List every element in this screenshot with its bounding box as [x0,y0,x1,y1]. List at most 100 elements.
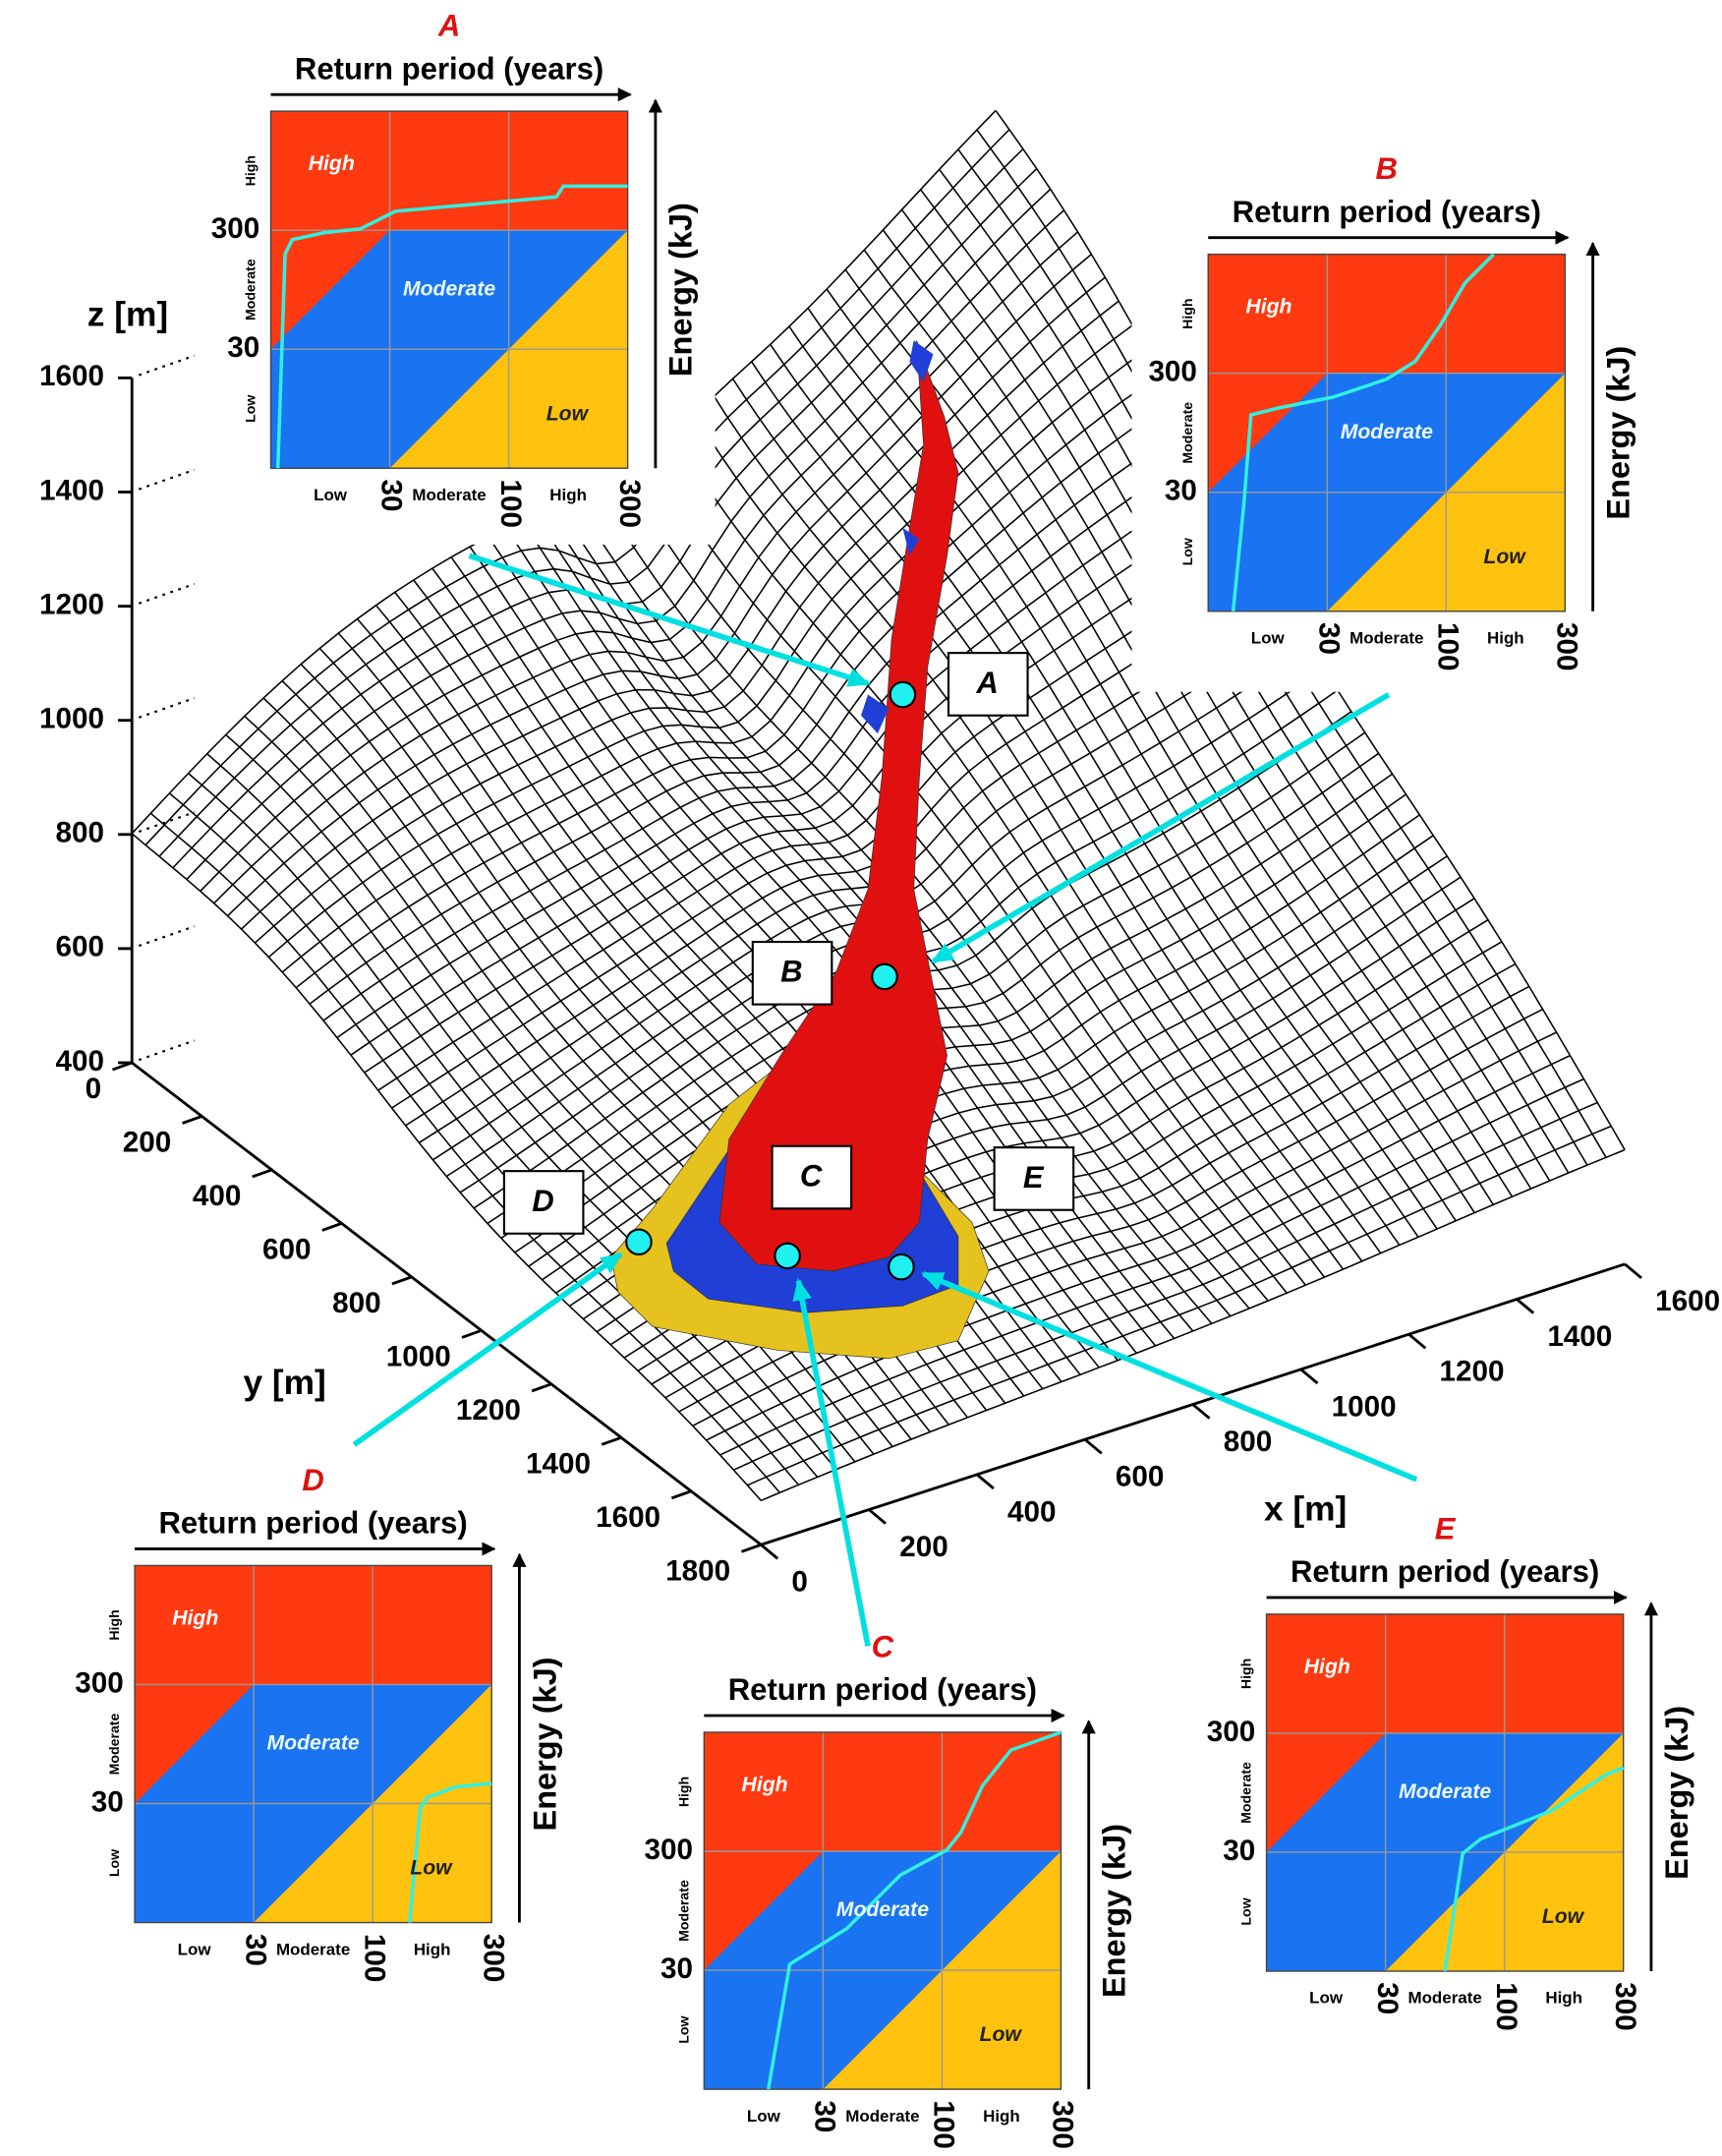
zone-label: Moderate [1341,421,1433,443]
x-tick-label: 0 [791,1566,808,1599]
x-tick [976,1473,995,1490]
x-tick-label: Low [314,486,348,504]
z-gridline [138,697,196,719]
y-tick [252,1168,272,1179]
y-tick-label: 300 [75,1666,123,1699]
y-tick-label: 400 [193,1180,241,1212]
inset-letter: C [872,1629,894,1663]
leader-line [468,553,871,687]
y-tick-label: Low [675,2015,691,2043]
x-tick-label: 1600 [1655,1285,1720,1317]
y-tick-label: 300 [1148,356,1196,388]
inset-y-title: Energy (kJ) [527,1658,562,1832]
x-tick-label: 200 [899,1531,947,1563]
mesh-line [694,416,1326,1278]
zone-label: High [1304,1656,1350,1678]
x-tick-label: 300 [1550,622,1582,670]
y-tick-label: 1800 [665,1554,730,1587]
x-tick-label: High [414,1940,451,1958]
x-tick-label: 30 [375,480,408,512]
inset-letter: B [1376,151,1398,186]
y-tick-label: 1200 [456,1394,521,1427]
y-tick-label: 30 [91,1785,124,1818]
z-tick-label: 600 [55,931,103,963]
x-tick-label: 30 [1371,1982,1404,2014]
inset-0: High Moderate Low A Return period (years) Ene… [211,9,699,528]
inset-x-title: Return period (years) [295,51,603,86]
inset-y-title: Energy (kJ) [1600,346,1636,520]
y-tick-label: High [106,1609,122,1640]
x-tick-label: 100 [928,2100,960,2148]
mesh-line [844,268,1475,1213]
x-tick-label: 1400 [1547,1320,1612,1353]
y-tick-label: 800 [332,1287,380,1319]
site-box [502,1170,585,1235]
y-tick-label: 300 [211,212,259,245]
y-tick-label: Low [1238,1897,1254,1925]
x-axis-label: x [m] [1264,1490,1347,1529]
site-box [993,1146,1075,1211]
zone-label: Low [980,2023,1023,2046]
x-tick-label: Moderate [1349,629,1423,648]
y-tick [182,1115,202,1125]
y-tick [321,1222,343,1232]
y-tick-label: 600 [262,1233,311,1265]
x-tick-label: 300 [1047,2100,1079,2148]
mesh-line [719,1078,1584,1456]
x-tick-label: 30 [239,1934,271,1966]
x-tick-label: 300 [477,1934,509,1982]
mesh-line [713,395,1345,1270]
site-label: B [780,955,802,989]
y-tick [391,1275,413,1286]
high-zone [718,340,959,1272]
zone-label: Low [546,402,590,425]
x-tick-label: 600 [1116,1461,1164,1493]
x-tick-label: 400 [1007,1495,1056,1528]
x-tick [1083,1438,1103,1455]
x-tick [868,1508,887,1525]
z-gridline [138,925,196,948]
site-point [889,680,917,709]
z-gridline [138,1039,196,1062]
x-tick-label: Low [178,1940,212,1958]
leader-line [920,1271,1418,1483]
inset-y-title: Energy (kJ) [1659,1706,1694,1880]
x-tick-label: High [1545,1989,1582,2008]
site-point [888,1253,915,1281]
y-tick [741,1543,762,1553]
mesh-line [900,208,1532,1190]
low-area [1327,373,1566,612]
y-axis-label: y [m] [243,1364,325,1402]
mesh-line [514,752,1380,1253]
leader-line [931,692,1391,964]
zone-label: High [742,1774,788,1796]
x-tick [1191,1403,1211,1420]
y-tick-label: High [242,155,258,186]
z-tick-label: 1000 [39,703,104,735]
x-tick-label: 100 [1490,1982,1522,2030]
mesh-line [731,378,1363,1262]
x-tick-label: 100 [1431,622,1464,670]
site-point [774,1242,801,1270]
zone-label: Moderate [267,1732,360,1755]
low-area [1385,1732,1624,1971]
y-tick-label: Moderate [242,259,258,320]
x-tick-label: 30 [1312,622,1345,655]
x-tick-label: Low [1309,1989,1344,2008]
x-tick-label: High [1487,629,1524,648]
y-tick-label: High [1179,298,1195,328]
mesh-line [760,1148,1626,1502]
x-tick-label: 300 [613,480,646,528]
hazard-curve [1231,253,1495,612]
inset-frame [134,1564,492,1924]
mesh-line [919,189,1551,1182]
x-tick-label: 100 [358,1934,390,1982]
inset-x-title: Return period (years) [158,1506,467,1541]
low-area [823,1851,1062,2090]
inset-x-title: Return period (years) [728,1672,1037,1707]
x-tick-label: 1000 [1332,1390,1397,1423]
z-axis-label: z [m] [87,296,168,334]
x-tick-label: 800 [1224,1426,1272,1458]
zone-label: High [172,1606,218,1629]
